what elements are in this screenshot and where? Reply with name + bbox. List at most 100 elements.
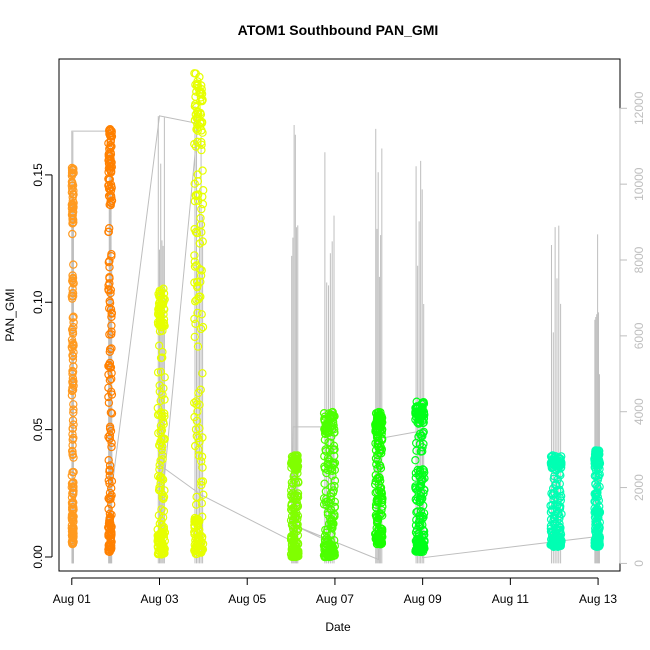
data-point bbox=[412, 413, 421, 422]
y-axis-label: PAN_GMI bbox=[3, 288, 17, 341]
data-point bbox=[69, 312, 78, 321]
data-point bbox=[106, 198, 116, 208]
data-point bbox=[67, 325, 77, 334]
data-point bbox=[160, 434, 169, 444]
data-point bbox=[190, 251, 199, 260]
data-point bbox=[592, 526, 601, 535]
data-point bbox=[191, 545, 200, 554]
data-point bbox=[323, 465, 333, 475]
data-point bbox=[197, 499, 206, 508]
data-point bbox=[190, 513, 200, 523]
data-point bbox=[189, 398, 199, 407]
data-point bbox=[288, 516, 298, 525]
data-point bbox=[156, 396, 165, 405]
right-tick-label: 12000 bbox=[632, 91, 646, 125]
data-point bbox=[375, 486, 384, 496]
data-point bbox=[155, 321, 164, 330]
data-point bbox=[320, 479, 329, 488]
data-point bbox=[69, 512, 78, 521]
data-point bbox=[591, 480, 600, 489]
data-point bbox=[69, 408, 78, 417]
data-point bbox=[159, 492, 169, 502]
data-point bbox=[154, 441, 164, 450]
data-point bbox=[591, 489, 600, 498]
data-point bbox=[553, 500, 563, 509]
data-point bbox=[321, 537, 330, 546]
data-point bbox=[69, 488, 78, 497]
data-point bbox=[195, 239, 205, 248]
data-point bbox=[377, 413, 387, 423]
data-point bbox=[104, 504, 113, 514]
data-point bbox=[68, 196, 78, 205]
data-point bbox=[157, 445, 166, 455]
data-point bbox=[292, 545, 301, 554]
data-point bbox=[196, 277, 205, 286]
data-point bbox=[290, 475, 299, 484]
data-point bbox=[418, 398, 427, 407]
data-point bbox=[106, 140, 115, 150]
data-point bbox=[594, 457, 603, 466]
data-point bbox=[191, 319, 200, 328]
data-point bbox=[68, 201, 77, 210]
data-point bbox=[420, 485, 429, 495]
data-point bbox=[105, 263, 114, 272]
data-point bbox=[418, 520, 427, 530]
data-point bbox=[68, 289, 77, 298]
data-point bbox=[107, 491, 116, 500]
data-point bbox=[377, 436, 387, 445]
data-point bbox=[155, 410, 164, 419]
data-point bbox=[371, 427, 380, 436]
data-point bbox=[420, 474, 429, 483]
data-point bbox=[105, 434, 114, 443]
data-point bbox=[291, 452, 300, 461]
data-point bbox=[190, 278, 199, 287]
data-point bbox=[104, 181, 113, 191]
data-point bbox=[552, 506, 562, 515]
data-point bbox=[329, 551, 338, 560]
data-point bbox=[68, 424, 77, 433]
data-point bbox=[411, 456, 420, 465]
x-tick-label: Aug 09 bbox=[404, 592, 442, 606]
right-tick-label: 8000 bbox=[632, 246, 646, 273]
data-point bbox=[374, 514, 383, 523]
data-point bbox=[372, 512, 381, 521]
data-point bbox=[160, 395, 169, 404]
data-point bbox=[288, 489, 297, 498]
data-point bbox=[106, 374, 116, 384]
data-point bbox=[69, 278, 78, 287]
data-point bbox=[196, 220, 206, 229]
data-point bbox=[156, 299, 166, 308]
chart-title: ATOM1 Southbound PAN_GMI bbox=[238, 22, 439, 38]
data-point bbox=[193, 176, 203, 186]
data-point bbox=[155, 309, 165, 319]
data-point bbox=[374, 443, 383, 452]
data-point bbox=[105, 256, 114, 266]
data-point bbox=[196, 324, 206, 334]
data-point bbox=[593, 488, 602, 497]
data-point bbox=[106, 408, 116, 417]
data-point bbox=[418, 443, 427, 452]
y-tick-label: 0.10 bbox=[31, 290, 45, 314]
data-point bbox=[292, 551, 302, 561]
data-point bbox=[68, 416, 78, 425]
x-tick-label: Aug 07 bbox=[316, 592, 354, 606]
data-point bbox=[194, 388, 203, 398]
data-point bbox=[376, 488, 385, 497]
data-point bbox=[378, 502, 387, 511]
data-point bbox=[555, 526, 565, 535]
data-point bbox=[190, 262, 200, 271]
data-point bbox=[106, 150, 116, 159]
data-point bbox=[155, 297, 165, 306]
data-point bbox=[106, 135, 116, 145]
data-point bbox=[192, 416, 202, 426]
data-point bbox=[106, 500, 116, 509]
data-point bbox=[198, 433, 207, 442]
data-point bbox=[193, 190, 203, 199]
data-point bbox=[158, 474, 167, 483]
right-tick-label: 6000 bbox=[632, 322, 646, 349]
x-tick-label: Aug 13 bbox=[579, 592, 617, 606]
data-point bbox=[592, 540, 602, 550]
data-point bbox=[595, 482, 604, 491]
data-point bbox=[591, 492, 601, 501]
